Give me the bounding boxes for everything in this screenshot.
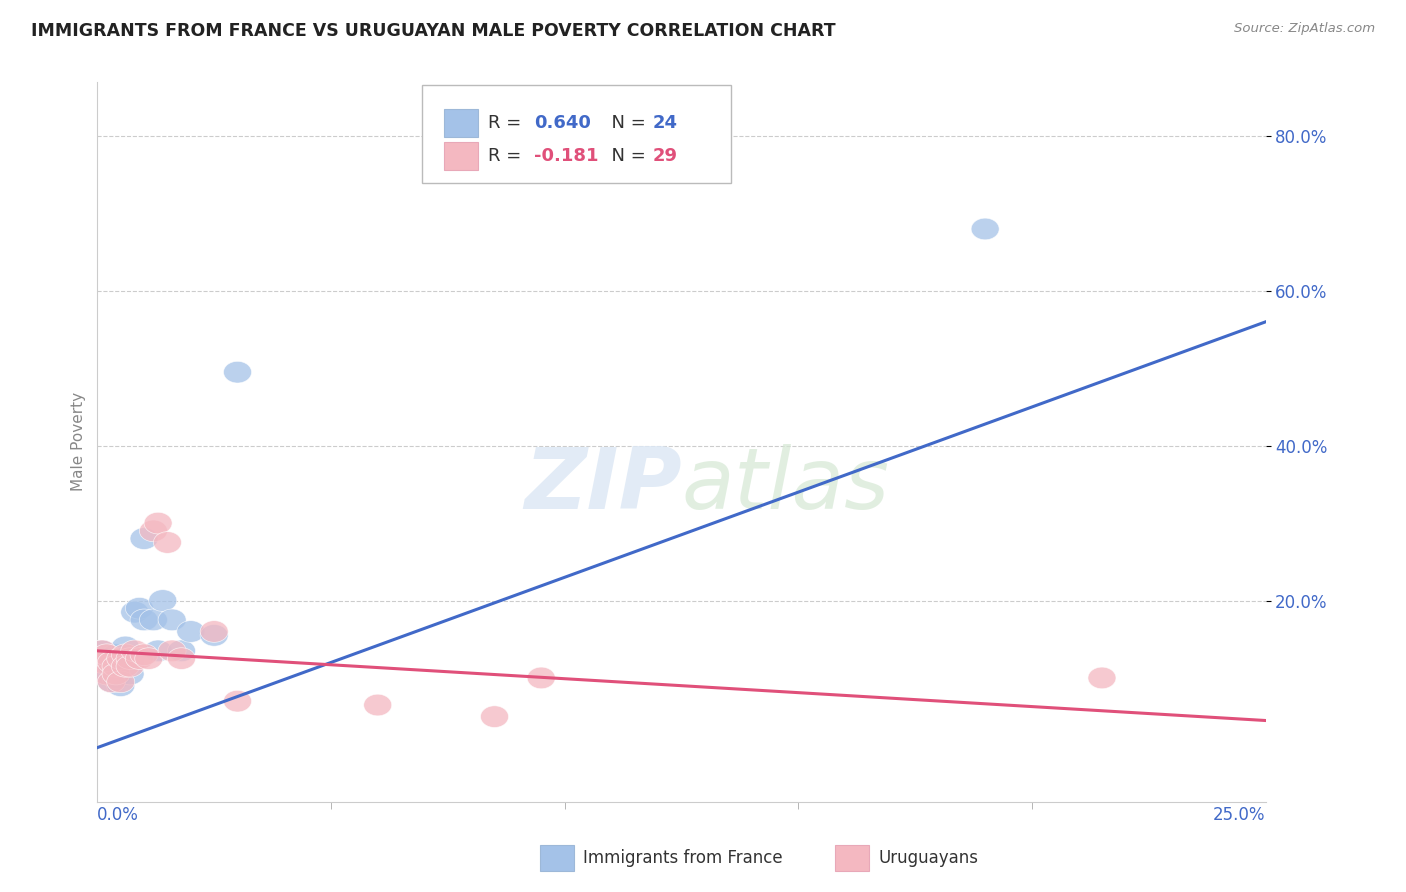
Ellipse shape xyxy=(131,528,157,549)
Text: N =: N = xyxy=(600,147,652,165)
Ellipse shape xyxy=(157,640,186,662)
Text: N =: N = xyxy=(600,114,652,132)
Ellipse shape xyxy=(107,675,135,697)
Ellipse shape xyxy=(93,664,121,685)
Ellipse shape xyxy=(103,656,131,677)
Ellipse shape xyxy=(93,648,121,669)
Ellipse shape xyxy=(117,648,143,669)
Ellipse shape xyxy=(224,690,252,712)
Ellipse shape xyxy=(97,671,125,693)
Text: ZIP: ZIP xyxy=(524,443,682,526)
Ellipse shape xyxy=(972,219,1000,240)
Ellipse shape xyxy=(527,667,555,689)
Ellipse shape xyxy=(93,644,121,665)
Ellipse shape xyxy=(139,520,167,541)
Text: atlas: atlas xyxy=(682,443,890,526)
Ellipse shape xyxy=(167,640,195,662)
Ellipse shape xyxy=(111,636,139,657)
Ellipse shape xyxy=(125,648,153,669)
Ellipse shape xyxy=(97,652,125,673)
Ellipse shape xyxy=(107,648,135,669)
Y-axis label: Male Poverty: Male Poverty xyxy=(72,392,86,491)
Ellipse shape xyxy=(107,671,135,693)
Ellipse shape xyxy=(143,512,172,534)
Text: R =: R = xyxy=(488,147,527,165)
Text: 0.640: 0.640 xyxy=(534,114,591,132)
Ellipse shape xyxy=(149,590,177,611)
Ellipse shape xyxy=(103,664,131,685)
Ellipse shape xyxy=(111,644,139,665)
Text: Source: ZipAtlas.com: Source: ZipAtlas.com xyxy=(1234,22,1375,36)
Ellipse shape xyxy=(89,652,117,673)
Ellipse shape xyxy=(143,640,172,662)
Text: Immigrants from France: Immigrants from France xyxy=(583,849,783,867)
Ellipse shape xyxy=(153,532,181,553)
Ellipse shape xyxy=(135,648,163,669)
Text: 29: 29 xyxy=(652,147,678,165)
Text: 25.0%: 25.0% xyxy=(1213,805,1265,823)
Ellipse shape xyxy=(177,621,205,642)
Ellipse shape xyxy=(364,694,392,716)
Ellipse shape xyxy=(1088,667,1116,689)
Text: 0.0%: 0.0% xyxy=(97,805,139,823)
Ellipse shape xyxy=(103,644,131,665)
Ellipse shape xyxy=(97,671,125,693)
Ellipse shape xyxy=(131,644,157,665)
Ellipse shape xyxy=(89,640,117,662)
Ellipse shape xyxy=(200,624,228,646)
Ellipse shape xyxy=(117,664,143,685)
Text: 24: 24 xyxy=(652,114,678,132)
Text: Uruguayans: Uruguayans xyxy=(879,849,979,867)
Ellipse shape xyxy=(103,667,131,689)
Text: R =: R = xyxy=(488,114,527,132)
Ellipse shape xyxy=(139,609,167,631)
Ellipse shape xyxy=(167,648,195,669)
Ellipse shape xyxy=(93,664,121,685)
Text: IMMIGRANTS FROM FRANCE VS URUGUAYAN MALE POVERTY CORRELATION CHART: IMMIGRANTS FROM FRANCE VS URUGUAYAN MALE… xyxy=(31,22,835,40)
Ellipse shape xyxy=(121,601,149,623)
Ellipse shape xyxy=(125,598,153,619)
Ellipse shape xyxy=(157,609,186,631)
Ellipse shape xyxy=(224,361,252,383)
Ellipse shape xyxy=(131,609,157,631)
Ellipse shape xyxy=(111,656,139,677)
Ellipse shape xyxy=(481,706,509,728)
Ellipse shape xyxy=(200,621,228,642)
Ellipse shape xyxy=(107,648,135,669)
Ellipse shape xyxy=(89,640,117,662)
Ellipse shape xyxy=(117,656,143,677)
Ellipse shape xyxy=(121,640,149,662)
Ellipse shape xyxy=(97,656,125,677)
Text: -0.181: -0.181 xyxy=(534,147,599,165)
